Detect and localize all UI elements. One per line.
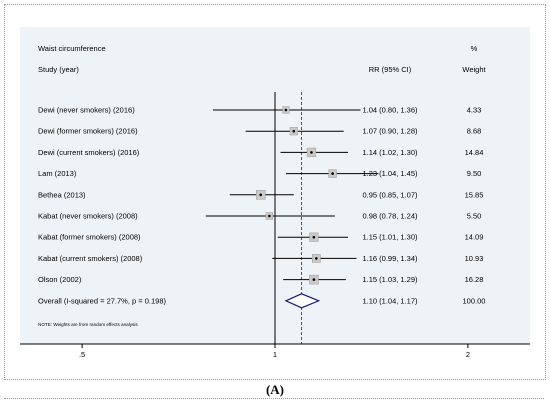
x-axis: .5 1 2 — [20, 343, 530, 359]
study-column-header: Study (year) — [38, 65, 79, 74]
weight-column-header-top: % — [471, 44, 478, 53]
bottom-divider — [4, 398, 544, 399]
weight-value: 16.28 — [465, 275, 484, 284]
study-label: Dewi (former smokers) (2016) — [38, 127, 138, 136]
x-tick-label: 2 — [466, 350, 470, 359]
weight-value: 4.33 — [467, 106, 482, 115]
weight-value: 9.50 — [467, 169, 482, 178]
x-tick-label: 1 — [273, 350, 277, 359]
study-text: Dewi (never smokers) (2016) 1.04 (0.80, 1… — [38, 106, 485, 306]
study-label: Dewi (current smokers) (2016) — [38, 148, 140, 157]
weight-column-header: Weight — [462, 65, 486, 74]
rr-column-header: RR (95% CI) — [369, 65, 412, 74]
point-estimate — [310, 151, 313, 154]
x-tick-label: .5 — [79, 350, 85, 359]
overall-rr-ci-value: 1.10 (1.04, 1.17) — [362, 296, 418, 305]
rr-ci-value: 1.23 (1.04, 1.45) — [362, 169, 418, 178]
point-estimate — [259, 193, 263, 197]
rr-ci-value: 1.15 (1.01, 1.30) — [362, 233, 418, 242]
study-label: Olson (2002) — [38, 275, 82, 284]
rr-ci-value: 0.95 (0.85, 1.07) — [362, 190, 418, 199]
study-label: Kabat (former smokers) (2008) — [38, 233, 141, 242]
overall-diamond — [284, 293, 321, 309]
point-estimate — [292, 129, 296, 133]
point-estimate — [312, 235, 316, 239]
point-estimate — [315, 257, 318, 260]
study-marks — [205, 106, 379, 309]
rr-ci-value: 1.07 (0.90, 1.28) — [362, 127, 418, 136]
study-label: Dewi (never smokers) (2016) — [38, 106, 135, 115]
forest-plot: Dewi (never smokers) (2016) 1.04 (0.80, 1… — [20, 27, 530, 359]
weight-value: 14.84 — [465, 148, 484, 157]
rr-ci-value: 1.15 (1.03, 1.29) — [362, 275, 418, 284]
point-estimate — [268, 214, 271, 218]
rr-ci-value: 0.98 (0.78, 1.24) — [362, 212, 418, 221]
weight-value: 15.85 — [465, 190, 484, 199]
chart-title: Waist circumference — [38, 44, 106, 53]
overall-label: Overall (I-squared = 27.7%, p = 0.198) — [38, 296, 166, 305]
point-estimate — [312, 278, 316, 281]
point-estimate — [331, 172, 334, 175]
study-label: Lam (2013) — [38, 169, 77, 178]
study-label: Kabat (never smokers) (2008) — [38, 212, 138, 221]
weights-note: NOTE: Weights are from random effects an… — [38, 322, 138, 327]
weight-value: 14.09 — [465, 233, 484, 242]
weight-value: 5.50 — [467, 212, 482, 221]
study-label: Kabat (current smokers) (2008) — [38, 254, 143, 263]
rr-ci-value: 1.14 (1.02, 1.30) — [362, 148, 418, 157]
point-estimate — [284, 108, 288, 112]
overall-weight-value: 100.00 — [463, 296, 486, 305]
study-label: Bethea (2013) — [38, 190, 86, 199]
weight-value: 8.68 — [467, 127, 482, 136]
figure-caption: (A) — [265, 382, 285, 397]
rr-ci-value: 1.04 (0.80, 1.36) — [362, 106, 418, 115]
rr-ci-value: 1.16 (0.99, 1.34) — [362, 254, 418, 263]
weight-value: 10.93 — [465, 254, 484, 263]
